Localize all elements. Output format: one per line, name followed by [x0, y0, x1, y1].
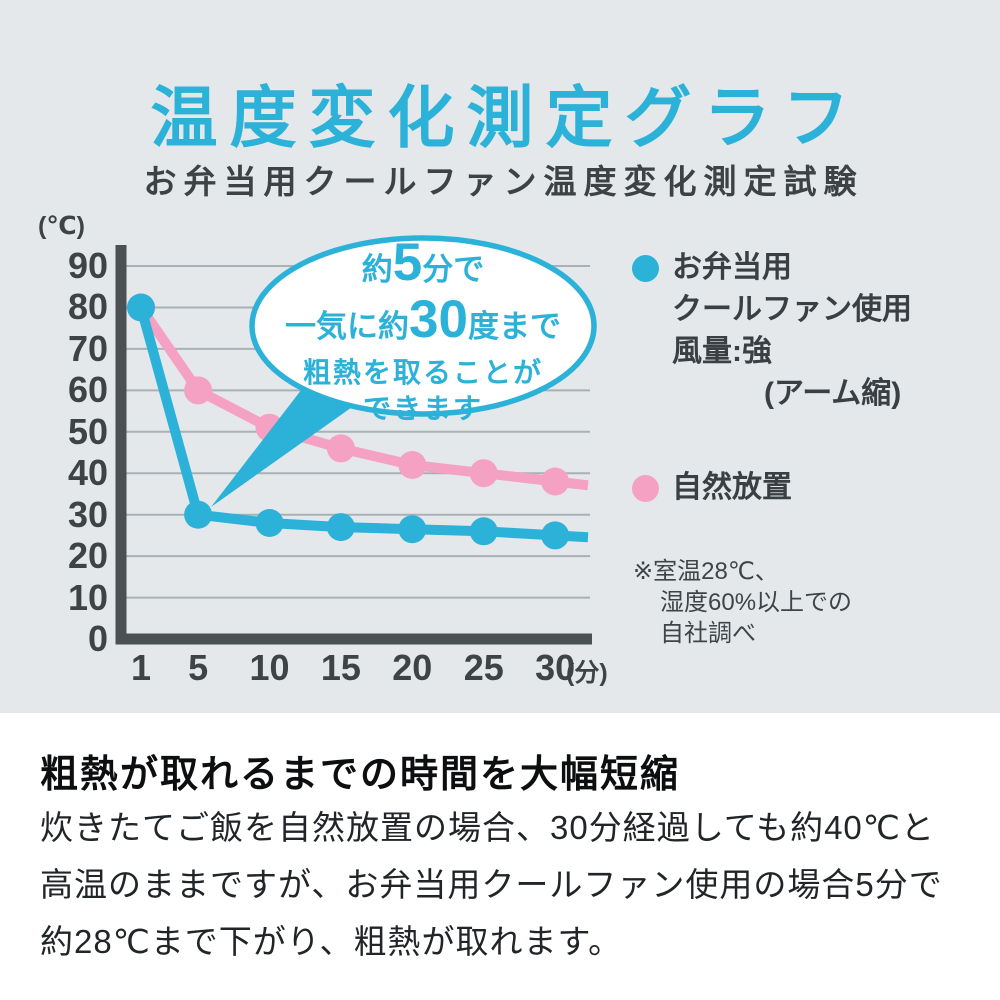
description-body: 炊きたてご飯を自然放置の場合、30分経過しても約40℃と 高温のままですが、お弁…	[40, 799, 943, 970]
y-tick-label: 10	[67, 576, 108, 618]
y-tick-label: 50	[67, 410, 108, 452]
footnote-line: 自社調べ	[660, 620, 756, 647]
x-tick-label: 1	[130, 647, 152, 688]
x-tick-label: 5	[188, 647, 209, 688]
legend-item-cool-fan: お弁当用 クールファン使用 風量:強 (アーム縮)	[632, 247, 912, 415]
x-tick-label: 10	[249, 647, 290, 688]
page-subtitle: お弁当用クールファン温度変化測定試験	[143, 163, 864, 200]
series-cool-fan-point	[541, 521, 570, 550]
chart-panel: 温度変化測定グラフ お弁当用クールファン温度変化測定試験 0 10 20 30 40 50…	[0, 0, 1000, 713]
footnote-line: ※室温28℃、	[633, 558, 779, 585]
x-axis-unit-label: (分)	[566, 659, 608, 687]
bubble-ellipse	[249, 235, 597, 417]
description-line: 炊きたてご飯を自然放置の場合、30分経過しても約40℃と	[40, 809, 935, 846]
series-cool-fan-point	[469, 517, 498, 546]
description-line: 高温のままですが、お弁当用クールファン使用の場合5分で	[40, 866, 943, 903]
series-natural-point	[469, 459, 498, 488]
callout-bubble: 約5分で 一気に約30度まで 粗熱を取ることが できます	[253, 233, 593, 425]
footnote: ※室温28℃、 湿度60%以上での 自社調べ	[633, 556, 852, 649]
legend-dot-natural-icon	[632, 475, 659, 502]
y-tick-label: 20	[67, 535, 108, 577]
y-axis-unit-label: (℃)	[38, 212, 85, 240]
series-cool-fan-point	[255, 509, 284, 537]
x-tick-label: 15	[320, 647, 361, 688]
y-tick-label: 40	[67, 452, 108, 494]
series-cool-fan-point	[326, 513, 355, 542]
callout-line-2: 一気に約30度まで	[285, 290, 561, 349]
description-panel: 粗熱が取れるまでの時間を大幅短縮 炊きたてご飯を自然放置の場合、30分経過しても…	[0, 713, 1000, 1000]
legend-label-cool-fan: お弁当用 クールファン使用 風量:強 (アーム縮)	[672, 251, 912, 410]
series-cool-fan-point	[184, 500, 213, 529]
x-tick-label: 25	[463, 647, 504, 688]
footnote-line: 湿度60%以上での	[660, 589, 853, 616]
y-tick-label: 90	[67, 245, 108, 287]
page-title: 温度変化測定グラフ	[150, 81, 862, 156]
series-natural-point	[398, 451, 427, 479]
bubble-tail	[211, 385, 355, 507]
series-natural-point	[184, 376, 213, 405]
x-tick-label: 20	[392, 647, 433, 688]
callout-line-3: 粗熱を取ることが	[302, 357, 543, 388]
x-tick-label: 30	[535, 647, 576, 688]
series-cool-fan-point	[127, 293, 155, 322]
series-natural-point	[541, 467, 570, 496]
series-cool-fan-point	[398, 515, 427, 544]
temperature-chart-canvas	[115, 235, 597, 645]
y-tick-label: 30	[67, 493, 108, 535]
y-tick-label: 80	[67, 286, 108, 328]
callout-line-1: 約5分で	[361, 233, 485, 292]
y-tick-label: 70	[67, 327, 108, 369]
y-tick-label: 0	[87, 618, 108, 659]
legend-item-natural: 自然放置	[632, 467, 792, 509]
description-heading: 粗熱が取れるまでの時間を大幅短縮	[40, 754, 681, 796]
callout-line-4: できます	[362, 393, 483, 424]
series-natural-point	[326, 434, 355, 463]
description-line: 約28℃まで下がり、粗熱が取れます。	[40, 923, 623, 960]
y-tick-label: 60	[67, 369, 108, 411]
legend-dot-cool-fan-icon	[632, 255, 659, 282]
legend-label-natural: 自然放置	[672, 471, 792, 504]
